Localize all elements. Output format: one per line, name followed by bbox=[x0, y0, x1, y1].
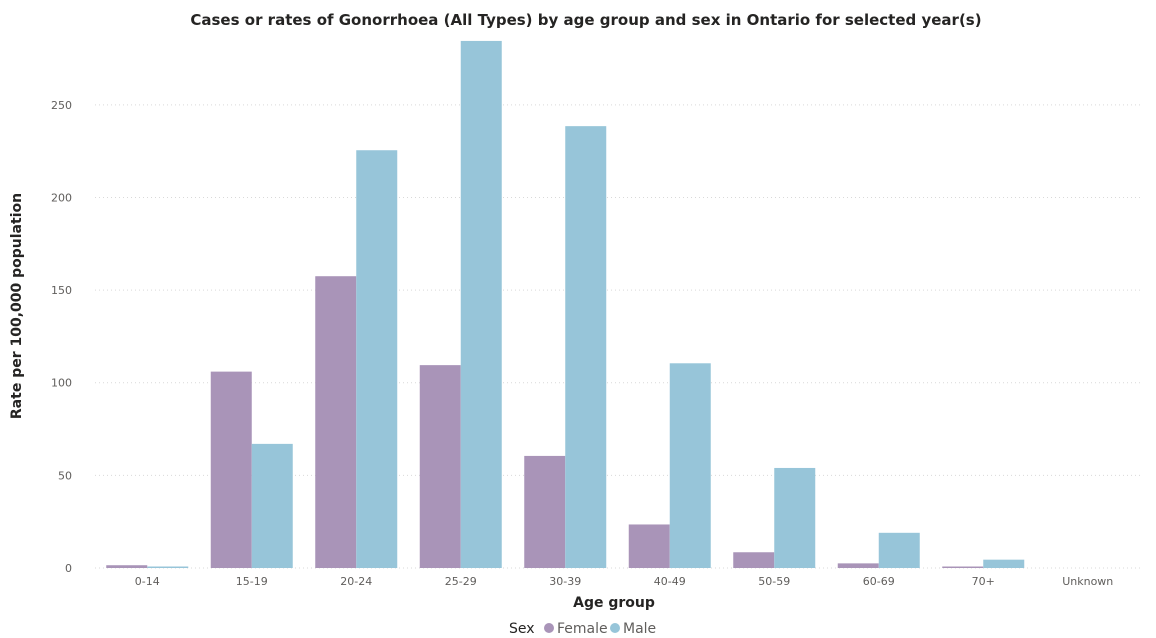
x-axis-title: Age group bbox=[573, 595, 655, 611]
bar-female-20-24[interactable] bbox=[315, 276, 357, 568]
chart-title: Cases or rates of Gonorrhoea (All Types)… bbox=[190, 11, 981, 29]
y-tick-label: 0 bbox=[65, 562, 72, 575]
legend-marker-male bbox=[610, 623, 620, 633]
bars bbox=[106, 40, 1025, 569]
legend-label-male[interactable]: Male bbox=[623, 621, 656, 637]
legend-title: Sex bbox=[509, 621, 535, 637]
x-tick-label: 70+ bbox=[972, 575, 995, 588]
legend-marker-female bbox=[544, 623, 554, 633]
bar-female-25-29[interactable] bbox=[419, 365, 461, 568]
bar-female-15-19[interactable] bbox=[210, 371, 252, 568]
bar-female-40-49[interactable] bbox=[628, 524, 670, 568]
bar-male-25-29[interactable] bbox=[460, 40, 502, 568]
bar-male-15-19[interactable] bbox=[251, 443, 293, 568]
y-tick-label: 150 bbox=[51, 284, 72, 297]
y-tick-label: 50 bbox=[58, 469, 72, 482]
x-tick-label: 50-59 bbox=[758, 575, 790, 588]
x-tick-label: 40-49 bbox=[654, 575, 686, 588]
y-tick-label: 200 bbox=[51, 191, 72, 204]
x-tick-label: Unknown bbox=[1062, 575, 1113, 588]
bar-male-30-39[interactable] bbox=[565, 126, 607, 568]
bar-male-40-49[interactable] bbox=[669, 363, 711, 568]
legend: Sex Female Male bbox=[509, 621, 656, 637]
bar-female-70+[interactable] bbox=[942, 566, 984, 568]
x-tick-label: 0-14 bbox=[135, 575, 160, 588]
legend-label-female[interactable]: Female bbox=[557, 621, 608, 637]
y-tick-label: 250 bbox=[51, 99, 72, 112]
bar-male-0-14[interactable] bbox=[147, 566, 189, 568]
y-tick-label: 100 bbox=[51, 377, 72, 390]
bar-male-60-69[interactable] bbox=[878, 532, 920, 568]
x-tick-label: 60-69 bbox=[863, 575, 895, 588]
x-tick-label: 20-24 bbox=[340, 575, 372, 588]
bar-male-20-24[interactable] bbox=[356, 150, 398, 569]
x-axis-ticks: 0-14 15-19 20-24 25-29 30-39 40-49 50-59 60-69 7… bbox=[135, 575, 1114, 588]
y-axis-ticks: 0 50 100 150 200 250 bbox=[51, 99, 72, 575]
bar-female-30-39[interactable] bbox=[524, 455, 566, 568]
bar-male-50-59[interactable] bbox=[774, 467, 816, 568]
bar-female-60-69[interactable] bbox=[837, 563, 879, 568]
x-tick-label: 15-19 bbox=[236, 575, 268, 588]
x-tick-label: 30-39 bbox=[549, 575, 581, 588]
x-tick-label: 25-29 bbox=[445, 575, 477, 588]
y-axis-title: Rate per 100,000 population bbox=[9, 193, 25, 419]
bar-female-50-59[interactable] bbox=[733, 552, 775, 568]
bar-female-0-14[interactable] bbox=[106, 565, 148, 568]
bar-male-70+[interactable] bbox=[983, 559, 1025, 568]
